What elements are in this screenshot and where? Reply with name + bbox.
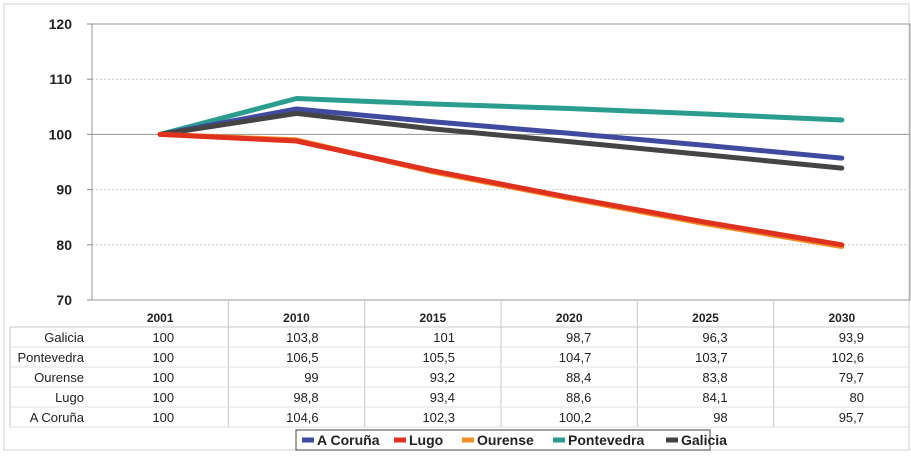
data-label: 96,3 [702, 330, 727, 345]
data-label: 93,2 [430, 370, 455, 385]
legend-label: Lugo [409, 432, 443, 448]
data-label: 100,2 [559, 410, 592, 425]
y-tick-label: 70 [56, 292, 72, 308]
data-label: 79,7 [839, 370, 864, 385]
data-label: 83,8 [702, 370, 727, 385]
data-label: 99 [304, 370, 318, 385]
data-label: 100 [152, 390, 174, 405]
legend-label: Galicia [681, 432, 727, 448]
data-label: 102,6 [831, 350, 864, 365]
data-label: 103,8 [286, 330, 319, 345]
series-line [157, 106, 845, 161]
data-label: 98,8 [293, 390, 318, 405]
series-line [157, 131, 845, 248]
data-label: 93,9 [839, 330, 864, 345]
table-row-label: A Coruña [30, 410, 85, 425]
data-label: 88,6 [566, 390, 591, 405]
data-label: 98 [713, 410, 727, 425]
data-label: 95,7 [839, 410, 864, 425]
y-tick-label: 80 [56, 237, 72, 253]
legend-box [295, 429, 711, 451]
x-tick-label: 2015 [419, 311, 446, 325]
x-tick-label: 2001 [147, 311, 174, 325]
data-label: 100 [152, 410, 174, 425]
x-tick-label: 2020 [556, 311, 583, 325]
y-tick-label: 120 [49, 16, 73, 32]
y-tick-label: 100 [49, 126, 73, 142]
x-tick-label: 2010 [283, 311, 310, 325]
data-label: 102,3 [422, 410, 455, 425]
y-tick-label: 110 [49, 71, 72, 87]
data-label: 100 [152, 370, 174, 385]
data-label: 93,4 [430, 390, 455, 405]
series-line [157, 96, 845, 137]
data-label: 105,5 [422, 350, 455, 365]
data-label: 98,7 [566, 330, 591, 345]
table-row-label: Ourense [34, 370, 84, 385]
data-label: 100 [152, 330, 174, 345]
data-label: 101 [433, 330, 455, 345]
table-row-label: Pontevedra [18, 350, 85, 365]
legend-label: A Coruña [317, 432, 380, 448]
data-label: 80 [850, 390, 864, 405]
data-label: 106,5 [286, 350, 319, 365]
table-row-label: Galicia [44, 330, 85, 345]
y-tick-label: 90 [56, 182, 72, 198]
data-label: 84,1 [702, 390, 727, 405]
data-label: 100 [152, 350, 174, 365]
x-tick-label: 2030 [828, 311, 855, 325]
data-label: 104,7 [559, 350, 592, 365]
data-label: 104,6 [286, 410, 319, 425]
chart-frame [3, 3, 910, 451]
legend-label: Pontevedra [568, 432, 644, 448]
table-row-label: Lugo [55, 390, 84, 405]
data-label: 103,7 [695, 350, 728, 365]
data-label: 88,4 [566, 370, 591, 385]
x-tick-label: 2025 [692, 311, 719, 325]
series-line [157, 110, 845, 171]
legend-label: Ourense [477, 432, 534, 448]
